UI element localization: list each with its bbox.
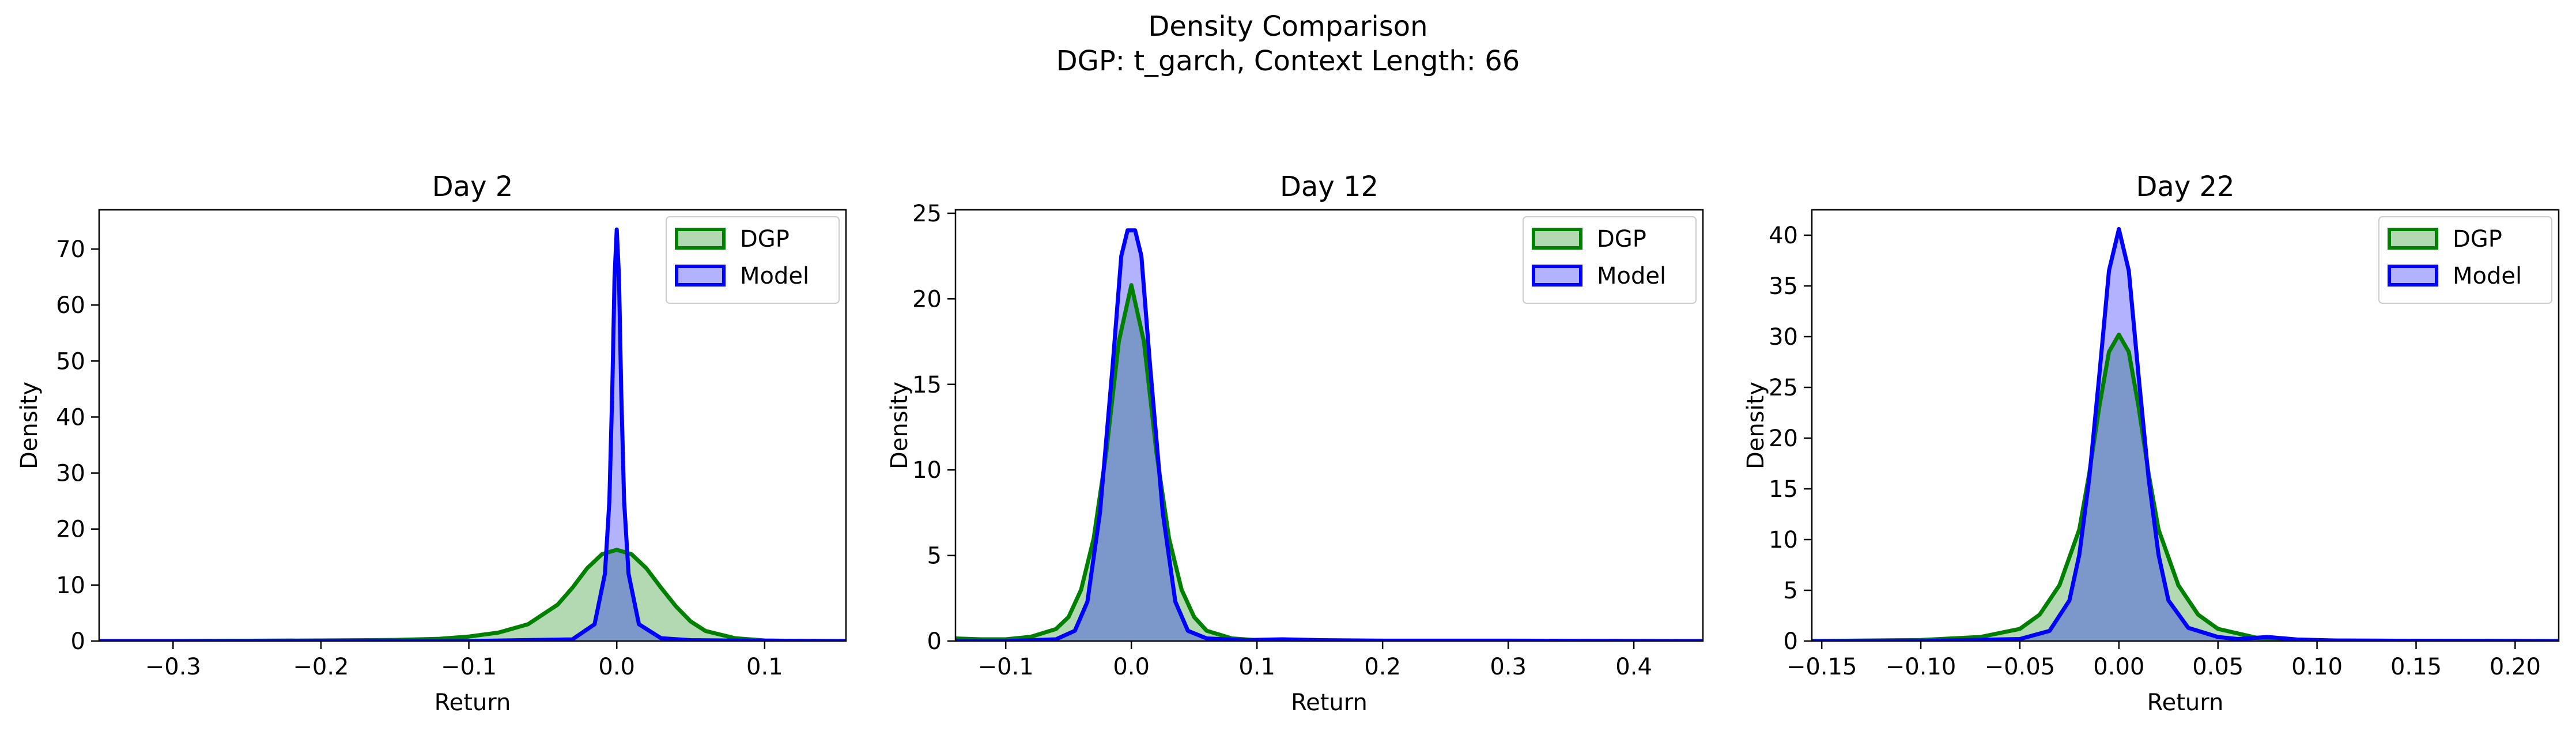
chart-title: Day 22	[2136, 171, 2234, 203]
y-tick-label: 40	[56, 404, 85, 431]
density-line-dgp	[955, 283, 1703, 641]
x-tick-label: 0.4	[1615, 654, 1652, 680]
y-tick-label: 20	[912, 286, 942, 312]
x-axis-label: Return	[2147, 689, 2224, 716]
x-tick-label: 0.2	[1364, 654, 1401, 680]
chart-title: Day 2	[432, 171, 513, 203]
density-fill-dgp	[99, 549, 846, 641]
y-tick-label: 20	[1769, 425, 1798, 452]
chart-panel-2: −0.1 0.0 0.1 0.2 0.3 0.4 0 5 10 15 20 25 Day 12 Retur…	[886, 171, 1704, 716]
x-tick-label: 0.20	[2490, 654, 2541, 680]
legend-swatch-dgp	[1532, 228, 1582, 250]
y-tick-label: 0	[927, 628, 942, 655]
legend-swatch-model	[2388, 265, 2438, 287]
legend-swatch-model	[1532, 265, 1582, 287]
legend: DGP Model	[666, 216, 840, 304]
figure-title: Density Comparison	[1148, 10, 1427, 43]
plot-area	[99, 227, 846, 641]
y-axis-label: Density	[1743, 382, 1769, 469]
legend-label-model: Model	[2453, 263, 2522, 289]
y-tick-label: 15	[1769, 476, 1798, 503]
y-tick-label: 60	[56, 292, 85, 319]
chart-panel-1: −0.3 −0.2 −0.1 0.0 0.1 0 10 20 30 40 50 60 70 Day 2 Re…	[16, 171, 847, 716]
y-tick-label: 0	[71, 628, 85, 655]
legend-label-model: Model	[740, 263, 809, 289]
density-line-model	[955, 228, 1703, 641]
density-line-dgp	[1812, 333, 2559, 641]
plot-area	[955, 228, 1703, 641]
legend: DGP Model	[1523, 216, 1697, 304]
y-axis-label: Density	[886, 382, 913, 469]
density-line-model	[99, 227, 846, 641]
x-tick-label: 0.1	[1238, 654, 1275, 680]
plot-area	[1812, 227, 2559, 641]
density-fill-dgp	[955, 285, 1703, 641]
x-tick-label: 0.15	[2390, 654, 2442, 680]
x-axis-label: Return	[1291, 689, 1368, 716]
x-tick-label: −0.3	[145, 654, 201, 680]
y-tick-label: 30	[56, 461, 85, 487]
axes-frame	[954, 209, 1704, 642]
legend: DGP Model	[2378, 216, 2552, 304]
x-tick-label: −0.10	[1886, 654, 1956, 680]
legend-box	[1523, 216, 1697, 304]
y-tick-label: 5	[927, 543, 942, 570]
legend-label-dgp: DGP	[2453, 226, 2502, 252]
legend-swatch-dgp	[675, 228, 726, 250]
x-tick-label: 0.0	[598, 654, 635, 680]
y-tick-label: 10	[912, 457, 942, 484]
x-axis-label: Return	[435, 689, 511, 716]
y-tick-label: 25	[1769, 375, 1798, 401]
x-tick-label: 0.1	[746, 654, 783, 680]
x-tick-label: 0.0	[1113, 654, 1150, 680]
y-tick-label: 40	[1769, 223, 1798, 249]
y-tick-label: 25	[912, 201, 942, 227]
x-tick-label: 0.00	[2093, 654, 2144, 680]
chart-panel-3: −0.15 −0.10 −0.05 0.00 0.05 0.10 0.15 0.20 0 5 10 1…	[1743, 171, 2560, 716]
x-tick-label: 0.3	[1490, 654, 1527, 680]
y-tick-label: 10	[56, 572, 85, 599]
legend-swatch-model	[675, 265, 726, 287]
y-tick-label: 15	[912, 372, 942, 398]
x-tick-label: 0.05	[2192, 654, 2243, 680]
x-tick-label: −0.1	[978, 654, 1034, 680]
x-tick-label: −0.2	[293, 654, 349, 680]
legend-label-dgp: DGP	[740, 226, 790, 252]
y-tick-label: 70	[56, 236, 85, 263]
y-tick-label: 5	[1784, 578, 1798, 604]
x-tick-label: −0.15	[1786, 654, 1857, 680]
x-tick-label: −0.1	[441, 654, 497, 680]
axes-frame	[98, 209, 847, 642]
density-line-model	[1812, 227, 2559, 641]
figure-subtitle: DGP: t_garch, Context Length: 66	[1056, 45, 1520, 77]
x-tick-label: −0.05	[1985, 654, 2056, 680]
legend-box	[666, 216, 840, 304]
y-tick-label: 35	[1769, 273, 1798, 300]
legend-box	[2378, 216, 2552, 304]
chart-title: Day 12	[1280, 171, 1378, 203]
y-tick-label: 30	[1769, 324, 1798, 350]
axes-frame	[1811, 209, 2560, 642]
y-tick-label: 20	[56, 517, 85, 543]
x-tick-label: 0.10	[2291, 654, 2343, 680]
y-tick-label: 10	[1769, 527, 1798, 553]
legend-label-dgp: DGP	[1597, 226, 1646, 252]
y-axis-label: Density	[16, 382, 43, 469]
legend-label-model: Model	[1597, 263, 1666, 289]
density-line-dgp	[99, 548, 846, 641]
y-tick-label: 0	[1784, 628, 1798, 655]
legend-swatch-dgp	[2388, 228, 2438, 250]
y-tick-label: 50	[56, 348, 85, 375]
